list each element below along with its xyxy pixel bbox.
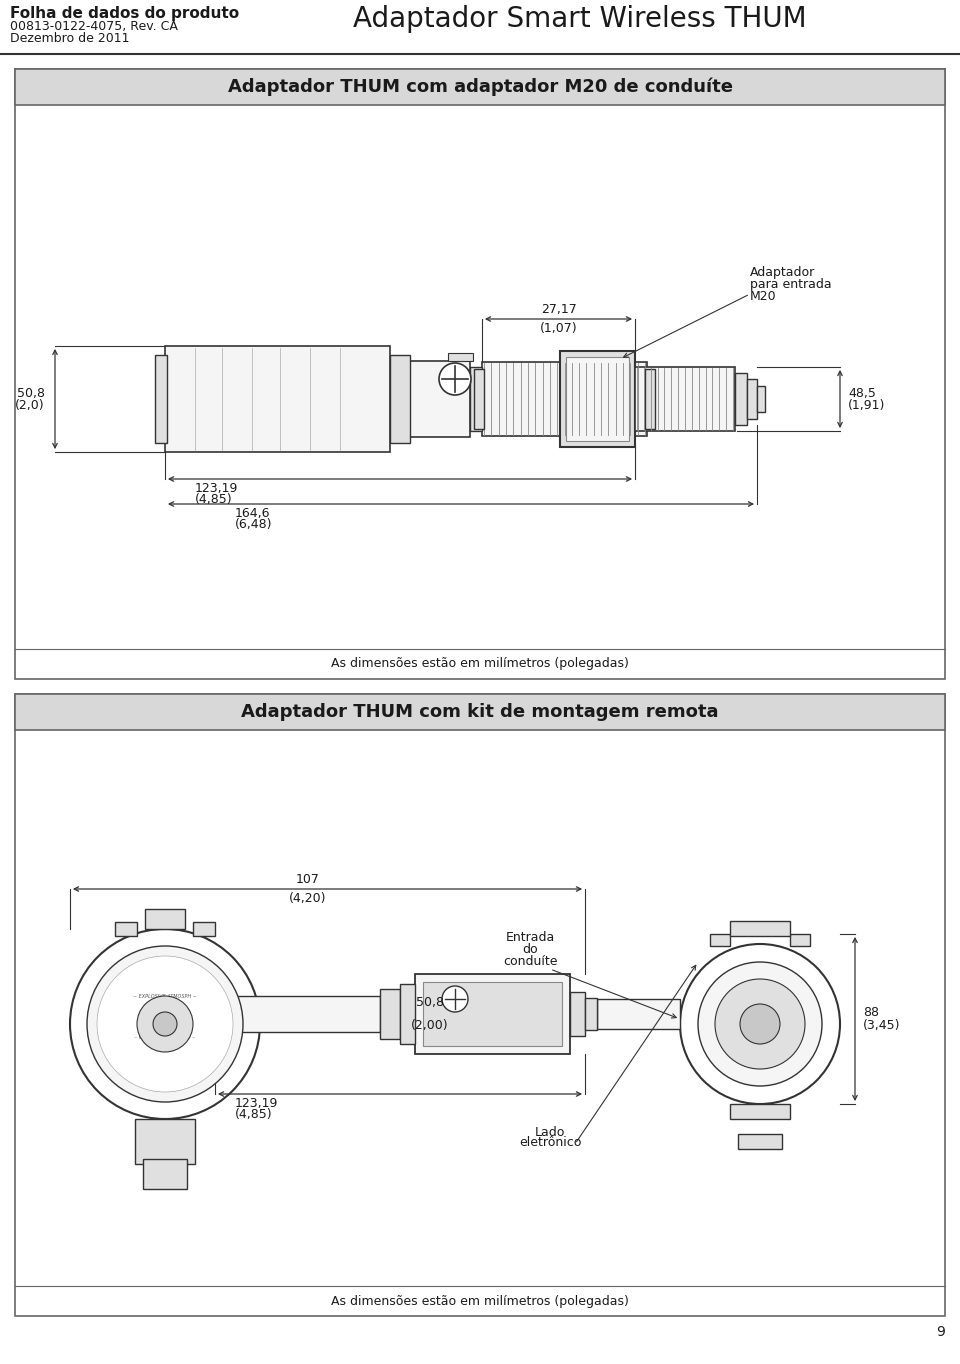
Text: para entrada: para entrada [750, 278, 831, 291]
Bar [135, 1118, 195, 1163]
Text: 123,19: 123,19 [195, 481, 238, 495]
Bar [15, 70, 945, 679]
Circle shape [153, 1012, 177, 1037]
Text: 27,17: 27,17 [540, 303, 576, 316]
Bar [380, 989, 400, 1039]
Text: (4,20): (4,20) [289, 892, 326, 904]
Bar [155, 355, 167, 443]
Bar [15, 694, 945, 730]
Text: 50,8: 50,8 [17, 386, 45, 400]
Bar [585, 998, 597, 1030]
Circle shape [698, 962, 822, 1086]
Bar [710, 934, 730, 947]
Circle shape [87, 947, 243, 1102]
Text: Folha de dados do produto: Folha de dados do produto [10, 5, 239, 20]
Bar [757, 386, 765, 412]
Bar [730, 1103, 790, 1118]
Text: As dimensões estão em milímetros (polegadas): As dimensões estão em milímetros (polega… [331, 657, 629, 671]
Circle shape [715, 979, 805, 1069]
Bar [115, 922, 137, 936]
Circle shape [680, 944, 840, 1103]
Text: do: do [522, 943, 538, 956]
Text: 9: 9 [936, 1324, 945, 1339]
Bar [790, 934, 810, 947]
Text: ~ NOT OPEN CIRCUIT ALIVE ~: ~ NOT OPEN CIRCUIT ALIVE ~ [134, 1037, 196, 1039]
Bar [143, 1159, 187, 1189]
Text: (6,48): (6,48) [235, 518, 273, 531]
Text: (4,85): (4,85) [195, 492, 232, 506]
Text: 123,19: 123,19 [235, 1097, 278, 1110]
Text: ~ WARNING ~: ~ WARNING ~ [143, 1008, 186, 1012]
Text: (1,07): (1,07) [540, 322, 577, 336]
Bar [400, 983, 415, 1043]
Bar [165, 346, 390, 451]
Circle shape [442, 986, 468, 1012]
Circle shape [439, 363, 471, 396]
Bar [423, 982, 562, 1046]
Circle shape [97, 956, 233, 1093]
Text: 50,8: 50,8 [416, 996, 444, 1009]
Text: 00813-0122-4075, Rev. CA: 00813-0122-4075, Rev. CA [10, 20, 178, 33]
Text: Entrada: Entrada [505, 932, 555, 944]
Text: 164,6: 164,6 [235, 507, 271, 520]
Circle shape [740, 1004, 780, 1043]
Text: (2,00): (2,00) [411, 1019, 449, 1033]
Bar [747, 379, 757, 419]
Text: (3,45): (3,45) [863, 1019, 900, 1031]
Text: 88: 88 [863, 1007, 879, 1019]
Text: Adaptador THUM com kit de montagem remota: Adaptador THUM com kit de montagem remot… [241, 702, 719, 722]
Text: As dimensões estão em milímetros (polegadas): As dimensões estão em milímetros (polega… [331, 1294, 629, 1308]
Bar [15, 70, 945, 105]
Text: eletrônico: eletrônico [518, 1136, 581, 1148]
Text: 48,5: 48,5 [848, 386, 876, 400]
Bar [730, 921, 790, 936]
Text: (1,91): (1,91) [848, 398, 885, 412]
Text: Adaptador Smart Wireless THUM: Adaptador Smart Wireless THUM [353, 5, 806, 33]
Circle shape [137, 996, 193, 1052]
Text: (2,0): (2,0) [15, 398, 45, 412]
Text: Lado: Lado [535, 1127, 565, 1139]
Bar [635, 367, 735, 431]
Bar [215, 996, 380, 1033]
Text: Adaptador THUM com adaptador M20 de conduíte: Adaptador THUM com adaptador M20 de cond… [228, 78, 732, 97]
Bar [390, 355, 410, 443]
Bar [560, 351, 635, 447]
Bar [474, 370, 484, 430]
Bar [448, 353, 473, 361]
Circle shape [70, 929, 260, 1118]
Text: ~ WARNING ~: ~ WARNING ~ [147, 1019, 182, 1024]
Bar [415, 974, 570, 1054]
Bar [566, 357, 629, 441]
Bar [570, 992, 585, 1037]
Bar [15, 694, 945, 1316]
Bar [482, 361, 647, 436]
Bar [145, 908, 185, 929]
Text: conduíte: conduíte [503, 955, 557, 968]
Text: (4,85): (4,85) [235, 1108, 273, 1121]
Bar [597, 998, 680, 1028]
Bar [735, 372, 747, 426]
Text: ~ EXPLOSIVE ATMOSPH ~: ~ EXPLOSIVE ATMOSPH ~ [133, 993, 197, 998]
Text: M20: M20 [750, 291, 777, 303]
Text: Dezembro de 2011: Dezembro de 2011 [10, 31, 130, 45]
Bar [645, 370, 655, 430]
Bar [738, 1133, 782, 1148]
Bar [410, 361, 470, 436]
Bar [470, 367, 482, 431]
Text: Adaptador: Adaptador [750, 266, 815, 280]
Text: 107: 107 [296, 873, 320, 887]
Bar [193, 922, 215, 936]
